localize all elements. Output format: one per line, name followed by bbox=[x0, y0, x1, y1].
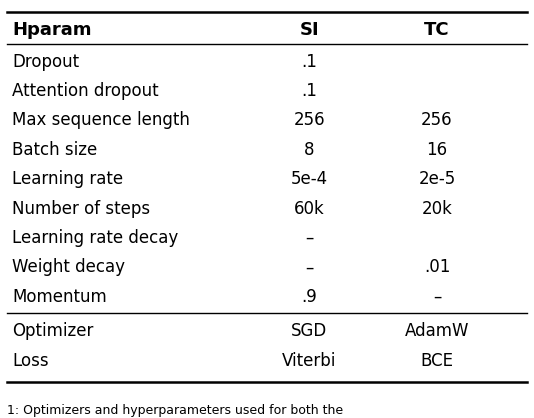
Text: AdamW: AdamW bbox=[405, 322, 469, 340]
Text: .9: .9 bbox=[302, 288, 317, 306]
Text: Optimizer: Optimizer bbox=[12, 322, 93, 340]
Text: BCE: BCE bbox=[420, 352, 453, 370]
Text: Loss: Loss bbox=[12, 352, 49, 370]
Text: Batch size: Batch size bbox=[12, 141, 97, 159]
Text: 60k: 60k bbox=[294, 199, 325, 218]
Text: 256: 256 bbox=[294, 112, 325, 130]
Text: Viterbi: Viterbi bbox=[282, 352, 336, 370]
Text: 256: 256 bbox=[421, 112, 453, 130]
Text: 16: 16 bbox=[427, 141, 447, 159]
Text: –: – bbox=[433, 288, 441, 306]
Text: –: – bbox=[305, 229, 313, 247]
Text: –: – bbox=[305, 258, 313, 276]
Text: Learning rate decay: Learning rate decay bbox=[12, 229, 178, 247]
Text: 1: Optimizers and hyperparameters used for both the: 1: Optimizers and hyperparameters used f… bbox=[7, 404, 343, 417]
Text: .01: .01 bbox=[424, 258, 450, 276]
Text: Max sequence length: Max sequence length bbox=[12, 112, 190, 130]
Text: 5e-4: 5e-4 bbox=[291, 170, 328, 188]
Text: Hparam: Hparam bbox=[12, 21, 91, 39]
Text: .1: .1 bbox=[302, 53, 317, 71]
Text: Learning rate: Learning rate bbox=[12, 170, 123, 188]
Text: Weight decay: Weight decay bbox=[12, 258, 125, 276]
Text: Dropout: Dropout bbox=[12, 53, 79, 71]
Text: 8: 8 bbox=[304, 141, 315, 159]
Text: Attention dropout: Attention dropout bbox=[12, 82, 159, 100]
Text: SI: SI bbox=[300, 21, 319, 39]
Text: 20k: 20k bbox=[421, 199, 452, 218]
Text: .1: .1 bbox=[302, 82, 317, 100]
Text: Momentum: Momentum bbox=[12, 288, 107, 306]
Text: 2e-5: 2e-5 bbox=[418, 170, 456, 188]
Text: SGD: SGD bbox=[292, 322, 328, 340]
Text: Number of steps: Number of steps bbox=[12, 199, 150, 218]
Text: TC: TC bbox=[424, 21, 450, 39]
